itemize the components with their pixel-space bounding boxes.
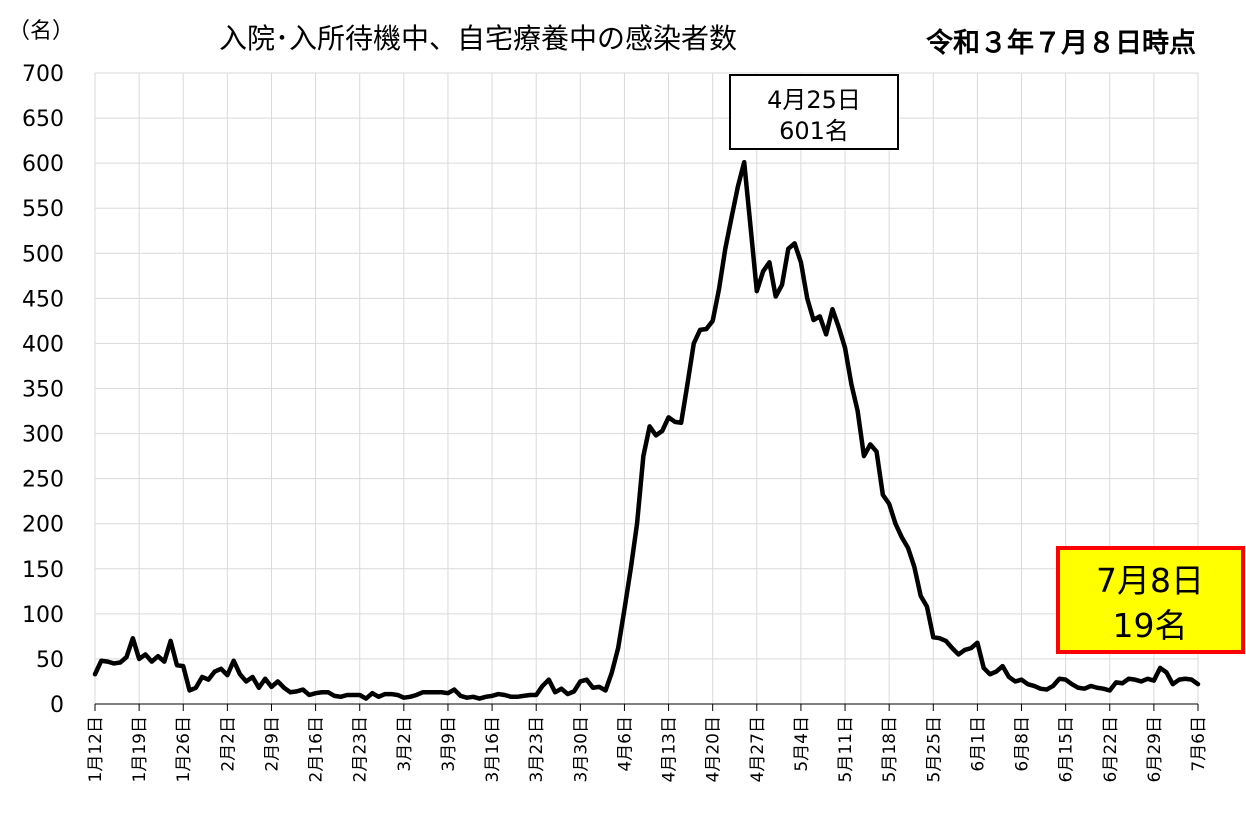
latest-annotation: 7月8日 19名 [1056,546,1245,654]
peak-annotation-date: 4月25日 [767,86,861,114]
y-axis-ticks: 0 50 100 150 200 250 300 350 400 450 500 550 600 650 7… [22,62,64,718]
x-tick-label: 3月30日 [571,716,591,782]
x-tick-label: 3月16日 [483,716,503,782]
y-tick-label: 200 [22,513,64,538]
latest-annotation-value: 19名 [1113,606,1188,645]
y-tick-label: 50 [36,648,64,673]
x-tick-label: 1月26日 [174,716,194,782]
y-tick-label: 400 [22,332,64,357]
x-tick-label: 3月2日 [395,716,415,772]
y-tick-label: 450 [22,287,64,312]
x-tick-label: 1月12日 [86,716,106,782]
y-tick-label: 0 [50,693,64,718]
x-tick-label: 3月9日 [439,716,459,772]
x-tick-label: 4月27日 [748,716,768,782]
latest-annotation-box [1056,546,1245,654]
x-tick-label: 6月15日 [1057,716,1077,782]
y-tick-label: 550 [22,197,64,222]
y-tick-label: 500 [22,242,64,267]
x-tick-label: 1月19日 [130,716,150,782]
y-tick-label: 150 [22,558,64,583]
y-tick-label: 700 [22,62,64,87]
series-line [92,159,1201,701]
chart-title: 入院･入所待機中、自宅療養中の感染者数 [219,22,737,55]
y-tick-label: 350 [22,378,64,403]
x-tick-label: 2月9日 [262,716,282,772]
x-tick-label: 2月16日 [307,716,327,782]
x-tick-label: 6月1日 [968,716,988,772]
y-tick-label: 250 [22,468,64,493]
y-tick-label: 300 [22,423,64,448]
x-tick-label: 5月11日 [836,716,856,782]
y-axis-unit-label: （名） [8,19,74,44]
y-tick-label: 650 [22,107,64,132]
x-tick-label: 2月23日 [351,716,371,782]
grid-lines [94,72,1199,704]
peak-annotation-value: 601名 [779,117,849,145]
x-tick-label: 4月13日 [660,716,680,782]
latest-annotation-date: 7月8日 [1096,561,1204,600]
x-tick-label: 6月29日 [1145,716,1165,782]
x-tick-label: 7月6日 [1189,716,1209,772]
x-tick-label: 2月2日 [218,716,238,772]
x-tick-label: 4月6日 [615,716,635,772]
x-tick-label: 6月8日 [1013,716,1033,772]
x-tick-label: 5月4日 [792,716,812,772]
x-axis-ticks: 1月12日 1月19日 1月26日 2月2日 2月9日 2月16日 2月23日 3月2日 3月9… [86,704,1209,782]
x-tick-label: 3月23日 [527,716,547,782]
x-tick-label: 4月20日 [704,716,724,782]
peak-annotation: 4月25日 601名 [729,74,899,150]
peak-annotation-box [729,74,899,150]
as-of-date-label: 令和３年７月８日時点 [926,27,1196,59]
x-tick-label: 5月25日 [924,716,944,782]
y-tick-label: 100 [22,603,64,628]
y-tick-label: 600 [22,152,64,177]
x-tick-label: 5月18日 [880,716,900,782]
x-tick-label: 6月22日 [1101,716,1121,782]
